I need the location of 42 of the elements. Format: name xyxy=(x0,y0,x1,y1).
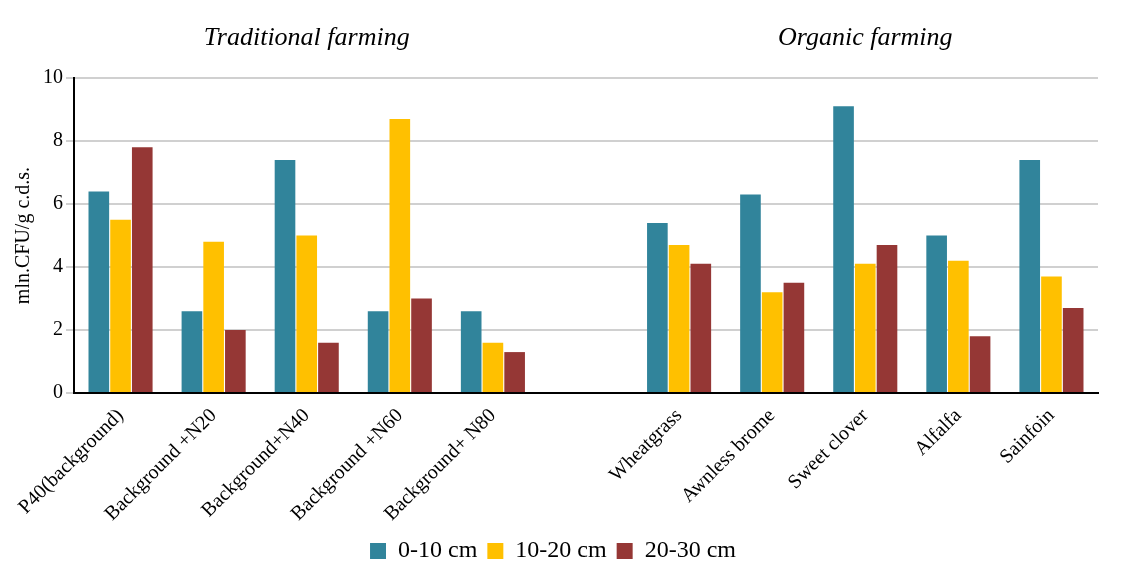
bar xyxy=(389,118,411,393)
bar xyxy=(854,263,876,393)
bar xyxy=(1041,276,1062,393)
bar xyxy=(296,235,318,393)
legend-label: 20-30 cm xyxy=(644,536,737,563)
text: Organic farming xyxy=(778,21,953,51)
bar xyxy=(274,159,296,393)
bar xyxy=(460,311,482,393)
y-tick-label: 10 xyxy=(43,65,63,88)
bar xyxy=(926,235,947,393)
legend-label: 10-20 cm xyxy=(515,536,607,563)
bar xyxy=(969,336,991,393)
bar xyxy=(783,282,805,393)
y-tick-label: 6 xyxy=(53,191,63,214)
bar xyxy=(647,222,668,393)
bar xyxy=(690,263,712,393)
bar xyxy=(948,260,969,393)
y-axis-title: mln.CFU/g c.d.s. xyxy=(11,166,35,305)
bar xyxy=(411,298,432,393)
bar xyxy=(1062,307,1084,393)
bar xyxy=(740,194,761,393)
y-tick-label: 4 xyxy=(53,254,63,277)
y-tick-label: 0 xyxy=(53,380,63,403)
text: Traditional farming xyxy=(203,21,410,51)
bar xyxy=(504,352,525,393)
y-tick-label: 2 xyxy=(53,317,63,340)
bar xyxy=(181,311,203,393)
bar xyxy=(318,342,339,393)
bar xyxy=(482,342,504,393)
bar xyxy=(761,292,783,393)
y-tick-label: 8 xyxy=(53,128,63,151)
bar xyxy=(131,147,153,393)
bar xyxy=(88,191,110,393)
legend-label: 0-10 cm xyxy=(398,536,478,563)
bar xyxy=(110,219,131,393)
bar xyxy=(1019,159,1041,393)
bar xyxy=(668,244,690,393)
bar xyxy=(225,330,246,393)
bar xyxy=(876,244,898,393)
bar xyxy=(367,311,389,393)
bar xyxy=(203,241,224,393)
bar xyxy=(833,106,854,393)
